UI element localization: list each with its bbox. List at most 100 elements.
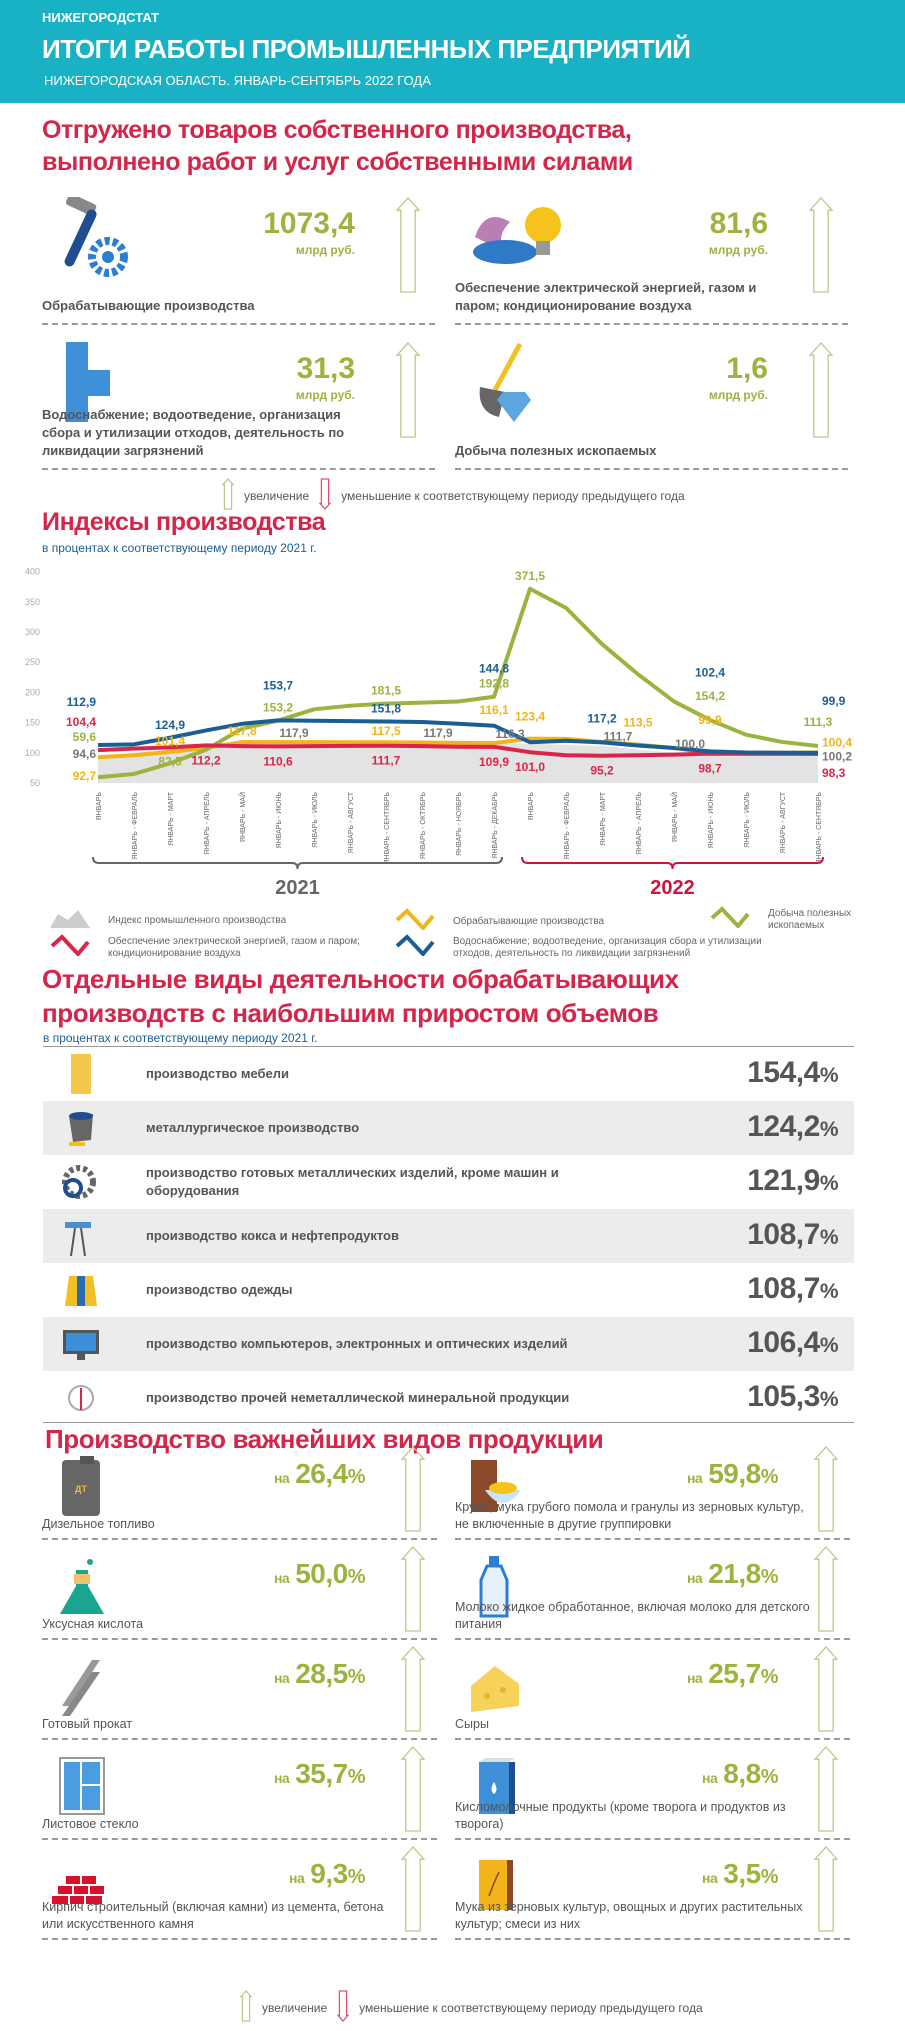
bricks-icon	[52, 1856, 112, 1918]
activity-value-percent: %	[819, 1280, 839, 1303]
product-value-prefix: на	[289, 1870, 305, 1886]
y-tick-label: 400	[25, 567, 40, 577]
product-card: на 9,3% Кирпич строительный (включая камни…	[42, 1840, 437, 1940]
stat-unit: млрд руб.	[295, 243, 355, 257]
legend-label: Обрабатывающие производства	[453, 915, 605, 927]
stat-label: Обрабатывающие производства	[42, 298, 255, 313]
stat-value: 1,6	[726, 352, 768, 385]
data-label: 94,6	[73, 747, 97, 761]
activity-value: 124,2%	[747, 1110, 838, 1144]
activity-row: металлургическое производство 124,2%	[43, 1101, 854, 1155]
product-card: ДТ на 26,4% Дизельное топливо	[42, 1440, 437, 1540]
activity-value-number: 106,4	[747, 1326, 820, 1359]
stat-label: Обеспечение электрической энергией, газо…	[455, 280, 757, 313]
area-icon	[50, 908, 90, 933]
x-tick-label: ЯНВАРЬ - МАРТ	[600, 791, 607, 846]
arrow-up-icon	[400, 1646, 426, 1737]
product-value-percent: %	[347, 1666, 366, 1688]
data-label: 151,8	[371, 702, 401, 716]
index-area	[98, 741, 818, 783]
x-tick-label: ЯНВАРЬ - МАРТ	[168, 791, 175, 846]
y-tick-label: 150	[25, 718, 40, 728]
activity-value: 154,4%	[747, 1056, 838, 1090]
stat-card: 1,6 млрд руб. Добыча полезных ископаемых	[455, 330, 848, 470]
product-label: Уксусная кислота	[42, 1617, 144, 1631]
arrow-up-icon	[400, 1746, 426, 1837]
activities-title: Отдельные виды деятельности обрабатывающ…	[42, 962, 679, 1030]
arrow-up-icon	[813, 1446, 839, 1537]
product-value-prefix: на	[702, 1870, 718, 1886]
activity-label: производство одежды	[146, 1282, 293, 1297]
product-value-prefix: на	[686, 1670, 703, 1686]
data-label: 92,7	[73, 769, 97, 783]
zigzag-icon	[710, 906, 750, 933]
arrow-up-icon	[239, 1990, 253, 2025]
monitor-icon	[61, 1324, 101, 1364]
data-label: 98,3	[822, 766, 846, 780]
activity-label: производство прочей неметаллической мине…	[146, 1390, 570, 1405]
indexes-subtitle: в процентах к соответствующему периоду 2…	[42, 541, 317, 555]
x-tick-label: ЯНВАРЬ - МАЙ	[238, 792, 247, 842]
stat-value: 81,6	[709, 207, 768, 240]
series-line	[97, 743, 819, 758]
arrow-up-icon	[808, 342, 834, 443]
data-label: 117,9	[423, 726, 453, 740]
legend-item: Обрабатывающие производства	[395, 908, 604, 935]
data-label: 82,5	[158, 754, 182, 768]
activity-value: 105,3%	[747, 1380, 838, 1414]
divider	[43, 1046, 854, 1047]
x-tick-label: ЯНВАРЬ - АПРЕЛЬ	[204, 792, 211, 855]
x-tick-label: ЯНВАРЬ - МАЙ	[670, 792, 679, 842]
decrease-label: уменьшение к соответствующему периоду пр…	[341, 488, 685, 503]
data-label: 117,9	[279, 726, 309, 740]
year-label: 2021	[275, 877, 320, 899]
product-label: Кисломолочные продукты (кроме творога и …	[455, 1800, 786, 1831]
product-value: на 8,8%	[702, 1758, 778, 1794]
product-value-percent: %	[347, 1566, 366, 1588]
shipped-title-line1: Отгружено товаров собственного производс…	[42, 116, 632, 144]
milk-bottle-icon	[465, 1556, 525, 1618]
trend-legend-top: увеличение уменьшение к соответствующему…	[221, 478, 685, 513]
arrow-up-icon	[221, 478, 235, 513]
product-label: Молоко жидкое обработанное, включая моло…	[455, 1600, 810, 1631]
arrow-up-icon	[813, 1546, 839, 1637]
mineral-icon	[61, 1378, 101, 1418]
product-value-percent: %	[760, 1466, 779, 1488]
data-label: 117,2	[587, 711, 617, 725]
activity-row: производство компьютеров, электронных и …	[43, 1317, 854, 1371]
activity-value-number: 121,9	[747, 1164, 820, 1197]
stat-card: 81,6 млрд руб. Обеспечение электрической э…	[455, 185, 848, 325]
data-label: 144,8	[479, 662, 509, 676]
wardrobe-icon	[61, 1054, 101, 1094]
data-label: 109,9	[479, 755, 509, 769]
header-banner: НИЖЕГОРОДСТАТ ИТОГИ РАБОТЫ ПРОМЫШЛЕННЫХ …	[0, 0, 905, 103]
product-value: на 25,7%	[686, 1658, 779, 1694]
product-value-number: 28,5	[295, 1658, 348, 1689]
product-card: на 28,5% Готовый прокат	[42, 1640, 437, 1740]
production-index-chart: 50 100 150 200 250 300 350 400 94,6 117,9 117,9 116…	[25, 567, 852, 899]
stat-value: 1073,4	[263, 207, 355, 240]
activity-value-number: 105,3	[747, 1380, 820, 1413]
data-label: 110,6	[263, 754, 293, 768]
year-label: 2022	[650, 877, 695, 899]
data-label: 112,2	[191, 753, 221, 767]
product-value: на 21,8%	[687, 1558, 779, 1594]
product-value-number: 21,8	[708, 1558, 761, 1589]
product-value-prefix: на	[273, 1770, 290, 1786]
product-value-prefix: на	[702, 1770, 718, 1786]
data-label: 112,9	[67, 695, 97, 709]
activity-value-number: 108,7	[747, 1272, 820, 1305]
stat-card: 1073,4 млрд руб. Обрабатывающие производст…	[42, 185, 435, 325]
stat-unit: млрд руб.	[708, 243, 768, 257]
activity-row: производство одежды 108,7%	[43, 1263, 854, 1317]
products-title: Производство важнейших видов продукции	[45, 1424, 604, 1454]
data-label: 95,2	[590, 764, 614, 778]
product-value-number: 9,3	[310, 1858, 348, 1889]
product-card: на 59,8% Крупа, мука грубого помола и гран…	[455, 1440, 850, 1540]
data-label: 153,7	[263, 678, 293, 692]
flask-icon	[52, 1556, 112, 1618]
shipped-title-line2: выполнено работ и услуг собственными сил…	[42, 148, 633, 176]
product-value-prefix: на	[273, 1670, 290, 1686]
activity-value-number: 154,4	[747, 1056, 820, 1089]
x-tick-label: ЯНВАРЬ - НОЯБРЬ	[456, 792, 463, 856]
